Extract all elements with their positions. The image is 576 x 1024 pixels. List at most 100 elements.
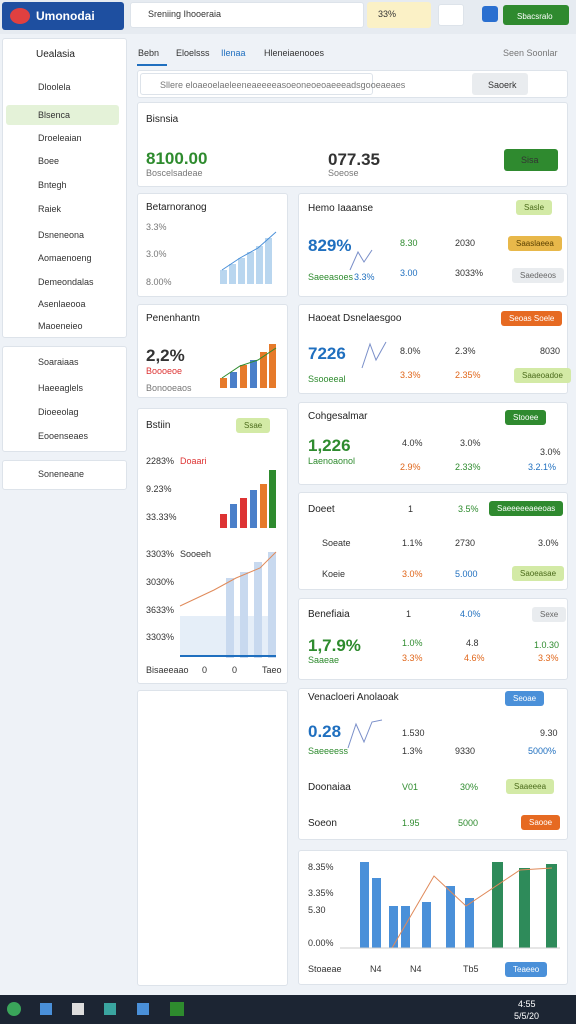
cells: 3033% <box>455 268 484 278</box>
cells: 3.3% <box>400 370 421 380</box>
x-labels: Taeo <box>262 665 282 675</box>
rows: 1.95 <box>402 818 420 828</box>
cells: 3.00 <box>400 268 418 278</box>
cells: 4.6% <box>464 653 485 663</box>
taskbar-icons[interactable] <box>7 1002 184 1016</box>
cells: 2.33% <box>455 462 481 472</box>
badge: 33% <box>378 9 397 19</box>
sidebar <box>2 38 127 338</box>
primary-button[interactable] <box>503 5 569 25</box>
button: Sisa <box>521 155 539 165</box>
sparkline <box>220 470 276 528</box>
right[interactable]: Seen Soonlar <box>503 48 558 58</box>
date: 5/5/20 <box>514 1011 540 1021</box>
sidebar-section <box>2 346 127 452</box>
items[interactable]: Blsenca <box>38 110 71 120</box>
title: Benefiaia <box>308 609 350 620</box>
button: Saoerk <box>488 80 517 90</box>
cells: 3.0% <box>540 447 561 457</box>
title: Venacloeri Anolaoak <box>308 692 399 703</box>
rows: 5000 <box>458 818 479 828</box>
sidebar-footer[interactable] <box>2 460 127 490</box>
pill[interactable]: Seoas Soele <box>501 311 563 326</box>
pills[interactable]: Saoeasae <box>512 566 565 581</box>
items[interactable]: Bebn <box>138 48 160 58</box>
items[interactable]: Eloelsss <box>176 48 210 58</box>
items[interactable]: Maoeneieo <box>38 321 83 331</box>
cells: 4.0% <box>460 609 481 619</box>
rows: Soeate <box>322 538 351 548</box>
footer: Soneneane <box>38 469 85 479</box>
items[interactable]: Dloolela <box>38 82 71 92</box>
sub: Saeeeess <box>308 746 349 756</box>
cells: 4.0% <box>402 438 423 448</box>
rows: Doonaiaa <box>308 782 351 793</box>
value1-sub: Boscelsadeae <box>146 168 203 178</box>
items[interactable]: Demeondalas <box>38 277 94 287</box>
items[interactable]: Dsneneona <box>38 230 85 240</box>
labels: 8.00% <box>146 277 172 287</box>
button[interactable]: Sbacsralo <box>517 12 553 21</box>
sub: Ssooeeal <box>308 374 346 384</box>
app-icon[interactable] <box>482 6 498 22</box>
rows: 2730 <box>455 538 476 548</box>
search-button[interactable] <box>472 73 528 95</box>
pill[interactable]: Ssae <box>236 418 271 433</box>
pills[interactable]: Saeeeeeaeeoas <box>489 501 564 516</box>
rows: 3.0% <box>402 569 423 579</box>
x-labels: Tb5 <box>463 964 479 974</box>
cells: 8030 <box>540 346 561 356</box>
value: 1,226 <box>308 436 351 455</box>
cells: 2030 <box>455 238 476 248</box>
pill[interactable]: Sexe <box>532 607 567 622</box>
pills[interactable]: Saaeeea <box>506 779 555 794</box>
labels: 3.0% <box>146 249 167 259</box>
cells: 1.530 <box>402 728 425 738</box>
search-input[interactable] <box>140 73 373 95</box>
sparkline <box>347 249 387 749</box>
labels: 33.33% <box>146 512 177 522</box>
items[interactable]: Bntegh <box>38 180 67 190</box>
pill[interactable]: Seoae <box>505 691 545 706</box>
icon-button[interactable] <box>438 4 464 26</box>
items[interactable]: Ilenaa <box>221 48 246 58</box>
value: 7226 <box>308 344 346 363</box>
items[interactable]: Aomaenoeng <box>38 253 92 263</box>
cells: 3.0% <box>460 438 481 448</box>
user: Uealasia <box>36 49 75 60</box>
x-labels: Stoaeae <box>308 964 342 974</box>
button[interactable]: Teaeeo <box>505 962 548 977</box>
title: Bisnsia <box>146 114 179 125</box>
pill[interactable]: Sasle <box>516 200 553 215</box>
sparkline <box>220 344 277 388</box>
labels: Doaari <box>180 456 207 466</box>
items[interactable]: Droeleaian <box>38 133 82 143</box>
header-button[interactable] <box>504 149 558 171</box>
section2: Soaraiaas <box>38 357 79 367</box>
y-labels: 5.30 <box>308 905 326 915</box>
items[interactable]: Asenlaeooa <box>38 299 86 309</box>
rows: V01 <box>402 782 419 792</box>
items[interactable]: Hleneiaenooes <box>264 48 325 58</box>
cells: 1 <box>406 609 412 619</box>
value: 0.28 <box>308 722 342 741</box>
pills[interactable]: Saedeeos <box>512 268 565 283</box>
labels: 2283% <box>146 456 175 466</box>
pills[interactable]: Saooe <box>521 815 561 830</box>
cells: 1.0.30 <box>534 640 560 650</box>
items[interactable]: Raiek <box>38 204 62 214</box>
time: 4:55 <box>518 999 536 1009</box>
sub: Saeeasoes <box>308 272 354 282</box>
value2: 077.35 <box>328 150 380 169</box>
pills[interactable]: Saaeoadoe <box>514 368 571 383</box>
cells: 3.3% <box>354 272 375 282</box>
search-field[interactable] <box>130 2 364 28</box>
y-labels: 0.00% <box>308 938 334 948</box>
items[interactable]: Boee <box>38 156 60 166</box>
cells: 2.9% <box>400 462 421 472</box>
pills[interactable]: Saaslaeea <box>508 236 562 251</box>
cells: 4.8 <box>466 638 479 648</box>
pill[interactable]: Stooee <box>505 410 547 425</box>
